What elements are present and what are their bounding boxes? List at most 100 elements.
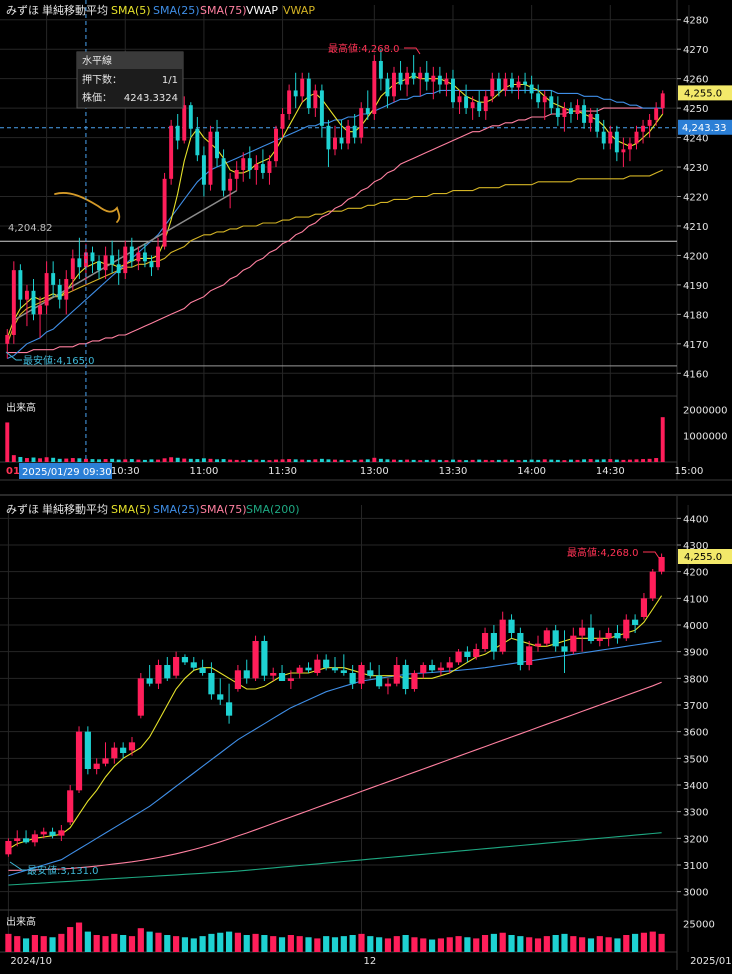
candle <box>169 119 174 185</box>
high-price-label: 最高値:4,268.0 <box>328 42 400 55</box>
volume-bar <box>280 459 285 462</box>
candle <box>103 246 108 279</box>
candle-body <box>431 75 436 82</box>
volume-bar <box>411 937 418 952</box>
candle-body <box>24 290 29 300</box>
candle-body <box>393 665 400 684</box>
candle <box>136 246 141 271</box>
candle-body <box>402 665 409 689</box>
candle-body <box>526 646 533 665</box>
candle-body <box>649 571 656 599</box>
candle <box>658 553 665 575</box>
candle-body <box>552 630 559 647</box>
candle <box>529 75 534 100</box>
volume-bar <box>503 459 508 462</box>
candle-body <box>75 731 83 791</box>
candle-body <box>243 670 250 679</box>
candle <box>221 149 226 197</box>
price-tick-label: 3200 <box>683 834 708 845</box>
candle-body <box>470 102 475 109</box>
candle <box>555 96 560 126</box>
volume-bar <box>90 459 95 462</box>
candle-body <box>44 273 49 306</box>
price-tick-label: 3400 <box>683 781 708 792</box>
time-tick-label: 11:30 <box>268 466 297 477</box>
volume-bar <box>352 459 357 462</box>
candle <box>464 646 471 663</box>
sma25-line <box>8 640 662 877</box>
volume-bar <box>58 933 65 952</box>
candle-body <box>169 125 174 179</box>
candle <box>632 614 639 633</box>
candle-body <box>326 125 331 150</box>
candle <box>314 654 321 676</box>
sma25-line <box>7 89 663 360</box>
candle-body <box>254 164 259 170</box>
legend-sma25: SMA(25) <box>153 503 200 516</box>
sma200-line <box>8 832 662 886</box>
candle-body <box>640 598 648 617</box>
candle-body <box>496 78 501 91</box>
price-tick-label: 3000 <box>683 888 708 899</box>
candle <box>120 742 127 759</box>
candle <box>627 137 632 162</box>
volume-bar <box>418 460 423 462</box>
volume-bar <box>490 460 495 462</box>
candle-body <box>111 747 118 759</box>
bottom-volume-axis: 25000 <box>683 920 715 931</box>
crosshair-date-value: 2025/01/29 09:30 <box>22 467 112 478</box>
volume-bar <box>359 459 364 462</box>
candle <box>323 654 330 671</box>
volume-bar <box>516 460 521 462</box>
volume-bar <box>378 458 383 462</box>
volume-bar <box>22 938 30 952</box>
candle-body <box>142 252 147 262</box>
time-tick-label: 2025/01 <box>690 956 732 967</box>
candle <box>252 635 259 681</box>
candle <box>349 665 356 689</box>
candle <box>640 593 648 620</box>
candle-body <box>424 72 429 82</box>
candle-body <box>137 678 144 716</box>
crosshair-price-tag: 4,243.33 <box>678 119 732 135</box>
volume-bar <box>561 933 568 952</box>
candle-body <box>57 284 62 300</box>
candle-body <box>306 78 311 109</box>
candle-body <box>70 258 75 279</box>
volume-title: 出来高 <box>6 401 36 414</box>
candle-body <box>420 665 427 673</box>
candle <box>156 237 160 271</box>
candle-body <box>296 667 303 673</box>
volume-bar <box>464 937 471 952</box>
volume-bar <box>173 936 180 952</box>
candle <box>634 125 639 150</box>
candle <box>346 119 351 150</box>
volume-bar <box>568 459 573 462</box>
volume-bar <box>649 931 656 952</box>
volume-bar <box>31 457 36 462</box>
candle <box>405 66 410 97</box>
volume-bar <box>51 457 56 462</box>
candle <box>90 246 95 274</box>
volume-bar <box>169 457 174 462</box>
volume-bar <box>323 936 330 952</box>
candle <box>84 726 91 775</box>
candle <box>155 659 162 689</box>
volume-bar <box>367 936 374 952</box>
legend-indicator-type: 単純移動平均 <box>42 502 108 516</box>
volume-bar <box>146 931 153 952</box>
candle <box>393 657 400 687</box>
candle-body <box>164 665 171 679</box>
candle <box>568 102 573 123</box>
volume-bar <box>470 459 475 462</box>
candle <box>162 172 167 250</box>
candle <box>647 114 652 138</box>
candle-body <box>175 125 180 141</box>
volume-bar <box>579 937 586 952</box>
candle-body <box>77 258 82 268</box>
volume-bar <box>5 933 12 952</box>
legend-sma75: SMA(75) <box>200 4 247 17</box>
crosshair-date-tag: 2025/01/29 09:30 <box>19 463 112 479</box>
candle-body <box>5 841 12 855</box>
candle-body <box>14 838 21 841</box>
